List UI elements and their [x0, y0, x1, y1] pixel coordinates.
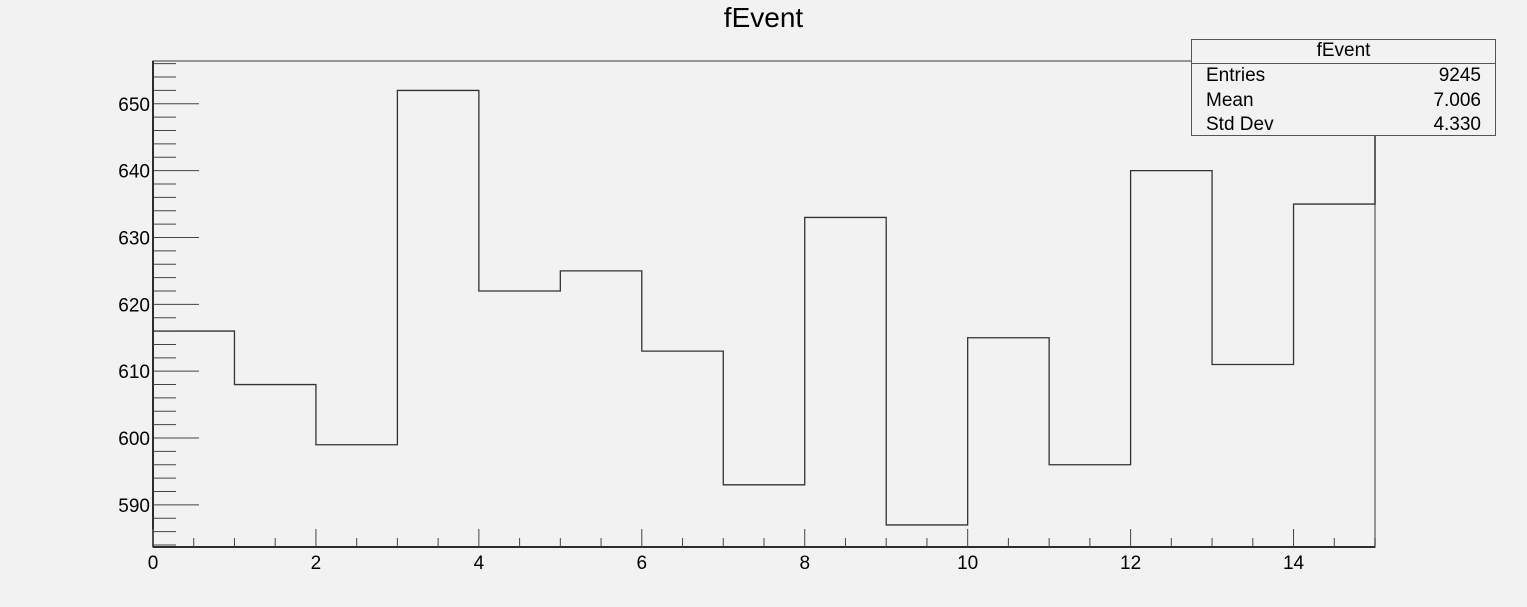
x-tick-label: 0	[148, 553, 159, 574]
stats-value: 7.006	[1433, 89, 1481, 111]
y-tick-label: 630	[118, 228, 150, 249]
x-tick-label: 6	[637, 553, 648, 574]
stats-row-stddev: Std Dev 4.330	[1192, 113, 1495, 138]
stats-label: Std Dev	[1206, 114, 1274, 135]
y-tick-label: 610	[118, 362, 150, 383]
stats-label: Entries	[1206, 65, 1266, 86]
stats-value: 9245	[1438, 65, 1481, 86]
y-tick-label: 620	[118, 295, 150, 316]
y-tick-label: 650	[118, 95, 150, 116]
y-tick-label: 640	[118, 162, 150, 183]
stats-box: fEvent Entries 9245 Mean 7.006 Std Dev 4…	[1191, 39, 1496, 136]
x-tick-label: 12	[1120, 553, 1141, 574]
x-tick-label: 10	[957, 553, 978, 574]
histogram-line	[153, 61, 1376, 526]
stats-value: 4.330	[1433, 114, 1481, 135]
stats-title: fEvent	[1192, 40, 1495, 64]
x-tick-label: 4	[474, 553, 485, 574]
x-tick-label: 8	[799, 553, 810, 574]
x-tick-label: 2	[311, 553, 322, 574]
stats-row-mean: Mean 7.006	[1192, 89, 1495, 114]
stats-label: Mean	[1206, 89, 1254, 111]
stats-row-entries: Entries 9245	[1192, 64, 1495, 89]
x-tick-label: 14	[1283, 553, 1305, 574]
y-tick-label: 590	[118, 496, 150, 517]
y-tick-label: 600	[118, 429, 150, 450]
chart-title: fEvent	[723, 2, 804, 33]
